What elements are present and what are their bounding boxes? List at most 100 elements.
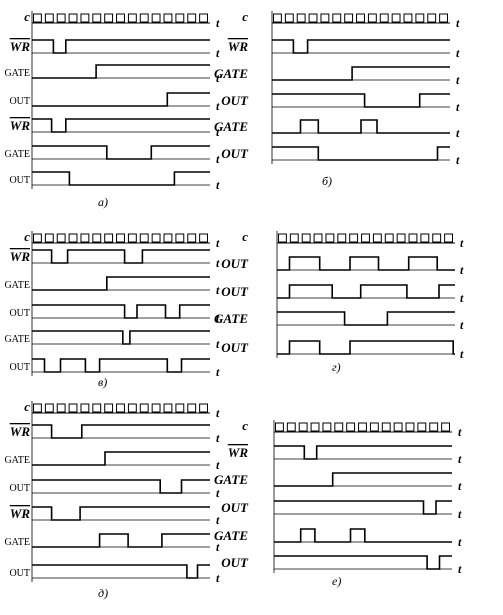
- time-axis-label: t: [216, 236, 220, 250]
- trace-gate-4: GATE t: [214, 528, 462, 549]
- clock-pulse: [127, 403, 137, 413]
- panel-caption: в): [98, 375, 107, 389]
- signal-label: WR: [10, 39, 31, 54]
- signal-label: GATE: [214, 528, 248, 543]
- clock-pulse: [163, 13, 173, 23]
- time-axis-label: t: [216, 540, 220, 554]
- waveform: [274, 500, 452, 515]
- trace-out-2: OUT t: [221, 284, 464, 305]
- trace-wr-4: WR t: [10, 506, 220, 527]
- signal-label: GATE: [4, 455, 30, 466]
- waveform: [32, 118, 210, 133]
- clock-pulse: [56, 13, 66, 23]
- waveform: [32, 330, 210, 345]
- clock-pulse: [393, 422, 403, 432]
- trace-gate-2: GATE t: [4, 276, 220, 297]
- signal-label: GATE: [4, 280, 30, 291]
- clock-pulse: [104, 403, 114, 413]
- clock-pulse: [44, 233, 54, 243]
- signal-label: OUT: [221, 146, 249, 161]
- trace-wr-1: WR t: [10, 249, 220, 270]
- clock-pulse: [381, 422, 391, 432]
- clock-pulse: [444, 233, 453, 243]
- clock-pulse: [175, 13, 185, 23]
- time-axis-label: t: [216, 311, 220, 325]
- time-axis-label: t: [456, 126, 460, 140]
- trace-out-3: OUT t: [221, 500, 462, 521]
- clock-pulse: [116, 13, 125, 23]
- clock-pulse: [33, 233, 42, 243]
- time-axis-label: t: [216, 99, 220, 113]
- clock-pulse: [187, 13, 197, 23]
- clock-pulse: [337, 233, 347, 243]
- waveform: [32, 39, 210, 54]
- trace-gate-2: GATE t: [4, 451, 220, 472]
- clock-pulse: [417, 422, 427, 432]
- trace-wr-1: WR t: [10, 424, 220, 445]
- clock-pulse: [80, 13, 90, 23]
- waveform: [274, 528, 452, 543]
- clock-pulse: [356, 13, 365, 23]
- time-axis-label: t: [216, 152, 220, 166]
- time-axis-label: t: [460, 236, 464, 250]
- clock-pulse: [286, 422, 296, 432]
- clock-pulse: [379, 13, 389, 23]
- clock-pulse: [187, 233, 197, 243]
- clock-pulse: [275, 422, 284, 432]
- clock-pulse: [405, 422, 415, 432]
- trace-gate-3: GATE t: [214, 311, 464, 332]
- clock-pulse: [44, 403, 54, 413]
- clock-pulse: [310, 422, 320, 432]
- clock-pulse: [68, 233, 78, 243]
- signal-label: GATE: [4, 537, 30, 548]
- clock-pulse: [163, 233, 173, 243]
- clock-pulse: [346, 422, 356, 432]
- clock-pulse: [151, 233, 161, 243]
- trace-out-4: OUT t: [221, 340, 464, 361]
- clock-pulse: [334, 422, 344, 432]
- signal-label: WR: [10, 424, 31, 439]
- trace-out-1: OUT t: [221, 256, 464, 277]
- clock-pulse: [427, 13, 437, 23]
- trace-out-6: OUT t: [9, 171, 220, 192]
- time-axis-label: t: [216, 486, 220, 500]
- clock-pulse: [296, 13, 306, 23]
- clock-pulse: [151, 403, 161, 413]
- waveform: [32, 64, 210, 79]
- clock-pulse: [116, 233, 125, 243]
- time-axis-label: t: [458, 425, 462, 439]
- time-axis-label: t: [216, 406, 220, 420]
- time-axis-label: t: [458, 535, 462, 549]
- clock-pulse: [298, 422, 308, 432]
- trace-gate-2: GATE t: [214, 472, 462, 493]
- waveform: [272, 93, 450, 108]
- signal-label: c: [242, 418, 248, 433]
- clock-pulse: [349, 233, 359, 243]
- trace-out-3: OUT t: [9, 479, 220, 500]
- clock-pulse: [104, 13, 114, 23]
- waveform: [32, 506, 210, 521]
- clock-pulse: [33, 13, 42, 23]
- trace-gate-5: GATE t: [4, 533, 220, 554]
- trace-wr-1: WR t: [228, 445, 462, 466]
- clock-pulse: [344, 13, 354, 23]
- waveform: [32, 92, 210, 107]
- clock-pulse: [56, 403, 66, 413]
- signal-label: WR: [228, 445, 249, 460]
- time-axis-label: t: [460, 291, 464, 305]
- trace-gate-4: GATE t: [214, 119, 460, 140]
- clock-pulse: [175, 233, 185, 243]
- clock-pulse: [396, 233, 406, 243]
- clock-pulse: [104, 233, 114, 243]
- time-axis-label: t: [460, 263, 464, 277]
- clock-pulse: [358, 422, 367, 432]
- clock-pulse: [429, 422, 439, 432]
- clock-pulse: [284, 13, 294, 23]
- signal-label: OUT: [9, 483, 30, 494]
- clock-pulse: [320, 13, 330, 23]
- time-axis-label: t: [456, 73, 460, 87]
